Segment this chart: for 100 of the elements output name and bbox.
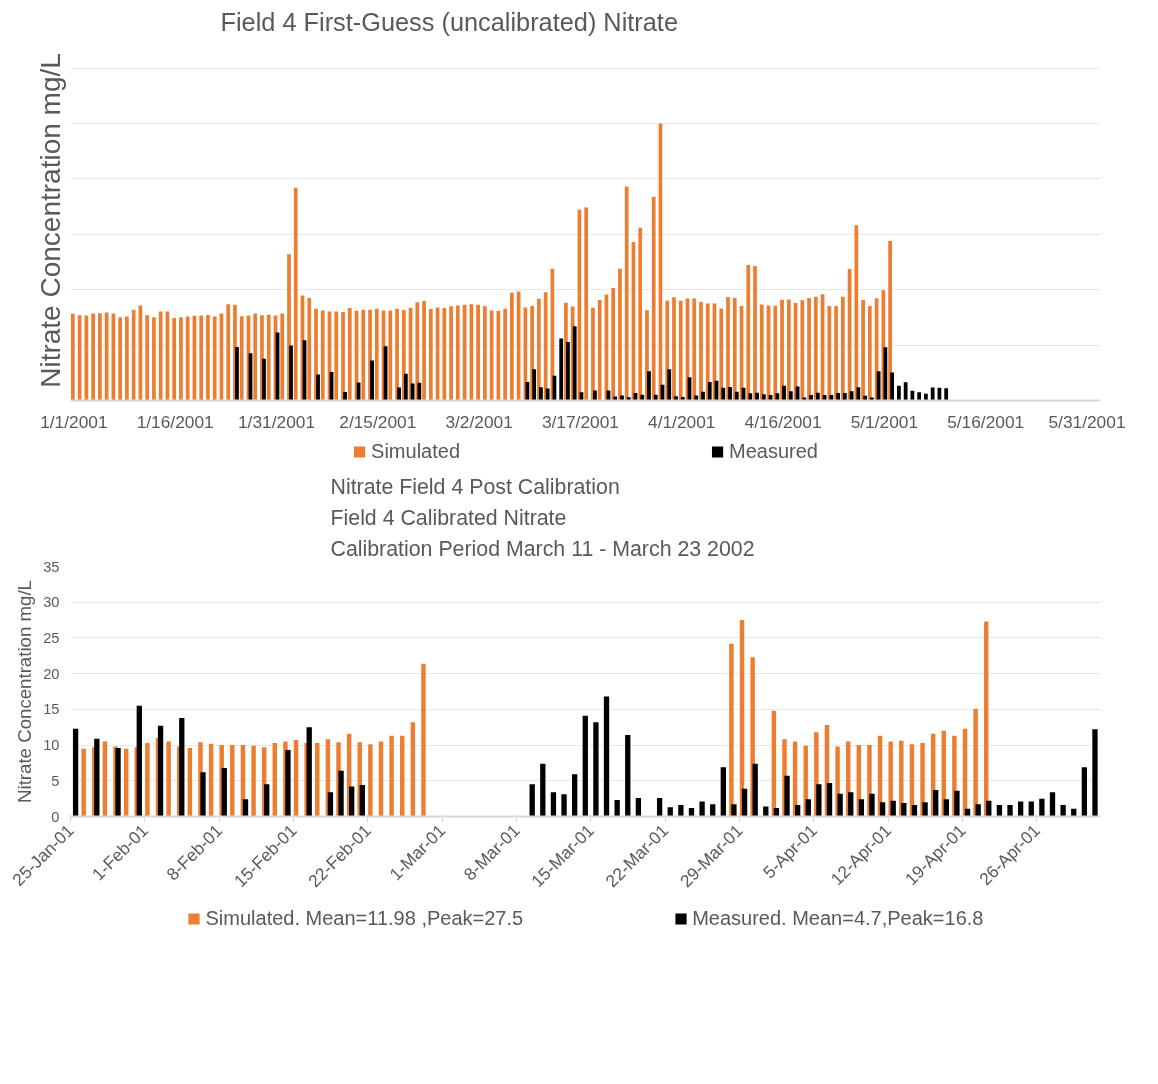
bar	[888, 741, 893, 817]
bar	[410, 722, 416, 817]
y-axis-title: Nitrate Concentration mg/L	[34, 53, 66, 388]
x-tick-label: 5/16/2001	[947, 411, 1025, 432]
legend-label: Simulated	[371, 439, 460, 463]
bar	[692, 298, 697, 401]
bar	[1039, 798, 1045, 817]
bar	[359, 785, 365, 817]
bar	[266, 314, 271, 401]
bar	[930, 387, 935, 401]
bar	[242, 799, 249, 817]
bar	[510, 292, 514, 401]
bar	[876, 371, 881, 401]
bar	[802, 397, 807, 401]
bar	[672, 297, 676, 401]
bar	[226, 304, 231, 401]
bar	[837, 793, 843, 817]
chart-title: Field 4 First-Guess (uncalibrated) Nitrate	[220, 7, 678, 36]
bar	[280, 313, 285, 401]
bar	[152, 317, 156, 401]
bar	[667, 807, 673, 817]
bar	[403, 373, 408, 401]
bar	[784, 775, 790, 817]
bar	[166, 741, 171, 817]
bar	[705, 303, 710, 401]
bar	[701, 391, 705, 401]
bar	[145, 315, 150, 401]
legend-label: Measured	[729, 439, 818, 463]
bar	[786, 299, 791, 401]
bar	[285, 750, 291, 817]
x-tick-label: 4/16/2001	[744, 411, 822, 432]
bar	[343, 391, 347, 401]
bar	[809, 394, 813, 401]
bar	[890, 800, 896, 817]
bar	[625, 735, 631, 817]
legend-label: Simulated. Mean=11.98 ,Peak=27.5	[205, 906, 524, 930]
bar	[924, 393, 928, 401]
bar	[721, 387, 726, 401]
y-axis-title: Nitrate Concentration mg/L	[14, 580, 36, 803]
bar	[442, 308, 447, 401]
y-tick-label: 30	[43, 594, 60, 611]
bar	[179, 317, 183, 401]
bar	[761, 394, 766, 401]
chart-title: Nitrate Field 4 Post Calibration Field 4 Calibrated Nitrate Calibration Period March 11 - March 23 2002	[330, 475, 755, 562]
bar	[667, 369, 672, 401]
bar	[729, 643, 734, 817]
bar	[780, 299, 784, 401]
bar	[98, 313, 102, 401]
bar	[917, 392, 922, 401]
bar	[253, 313, 258, 401]
bar	[532, 369, 537, 401]
bar	[349, 786, 355, 817]
bar	[803, 745, 808, 817]
bar	[368, 744, 373, 817]
bar	[890, 372, 895, 401]
bar	[230, 745, 235, 817]
bar	[647, 371, 651, 401]
bar	[755, 392, 759, 401]
bar	[726, 296, 730, 401]
bar	[813, 296, 818, 401]
x-tick-label: 1/31/2001	[237, 411, 316, 432]
bar	[640, 394, 645, 401]
bar	[651, 196, 656, 401]
bar	[731, 804, 737, 817]
x-tick-label: 5/31/2001	[1048, 411, 1126, 432]
bar	[539, 387, 543, 401]
bar	[710, 804, 716, 817]
bar	[289, 345, 293, 401]
bar	[593, 390, 597, 401]
bar	[773, 305, 778, 401]
bar	[746, 265, 751, 401]
bar	[883, 347, 888, 401]
bar	[858, 799, 865, 817]
bar	[996, 805, 1003, 817]
y-tick-label: 0	[51, 808, 60, 825]
bar	[911, 805, 918, 817]
bar	[212, 316, 217, 401]
bar	[1007, 805, 1013, 817]
bar	[561, 794, 567, 817]
bar	[943, 799, 949, 817]
bar	[815, 392, 820, 401]
bar	[584, 207, 589, 401]
bar	[827, 306, 832, 401]
y-tick-label: 20	[43, 665, 60, 682]
bar	[476, 304, 480, 401]
bar	[840, 296, 845, 401]
bar	[674, 396, 678, 401]
bar	[118, 317, 122, 401]
x-tick-label: 1/16/2001	[136, 411, 214, 432]
bar	[795, 805, 801, 817]
bar	[136, 705, 142, 817]
bar	[782, 385, 786, 401]
bar	[200, 772, 206, 817]
bar	[826, 782, 833, 817]
bar	[861, 299, 865, 401]
bar	[759, 304, 764, 401]
bar	[603, 696, 610, 817]
bar	[251, 745, 256, 817]
bar	[699, 801, 705, 817]
bar	[428, 309, 433, 401]
